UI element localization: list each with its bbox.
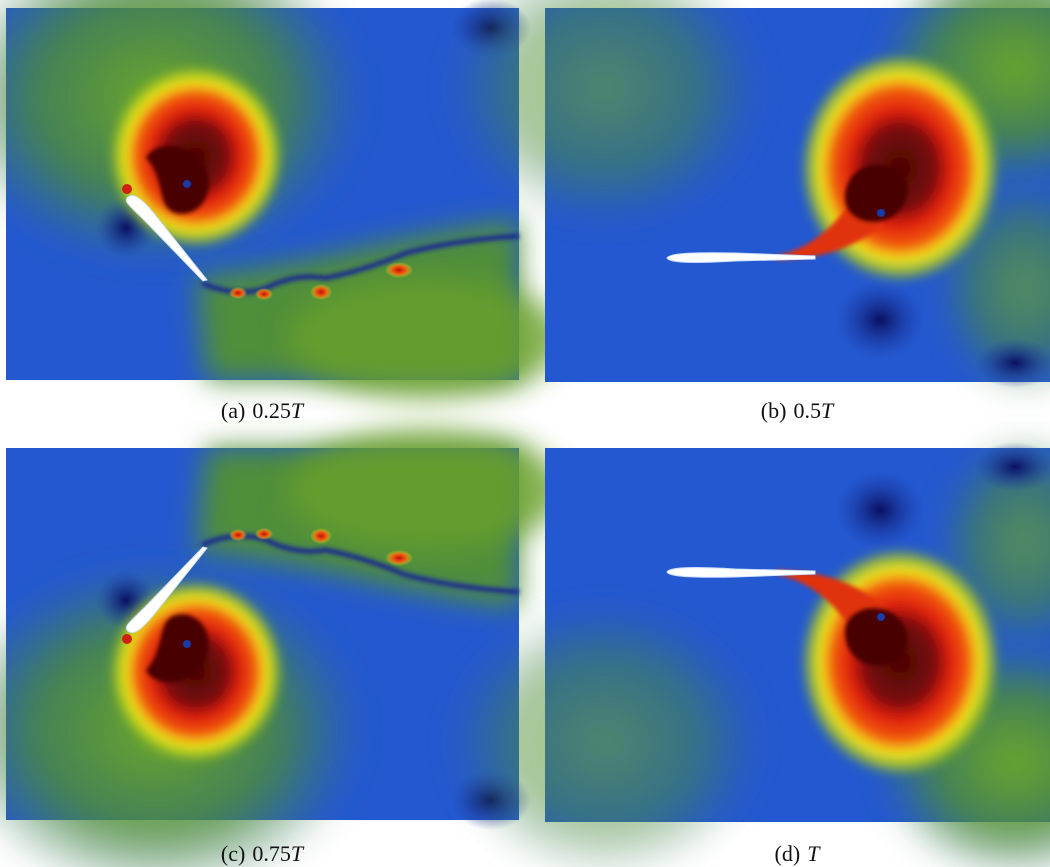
caption-time: 0.5 <box>793 398 821 423</box>
panel-caption: (b)0.5T <box>761 398 835 423</box>
page: {"panels": [ {"label": "(a)", "time": "0… <box>0 0 1050 867</box>
caption-symbol: T <box>807 841 821 866</box>
caption-symbol: T <box>291 398 305 423</box>
caption-symbol: T <box>291 841 305 866</box>
panel-caption: (a) 0.25T <box>221 398 305 423</box>
caption-time: 0.25 <box>252 398 291 423</box>
caption-label: (a) <box>221 398 245 423</box>
caption-label: (c) <box>221 841 245 866</box>
figure: (a)0.25T(b)0.5T(c)0.75T(d)T <box>0 0 1050 867</box>
caption-symbol: T <box>821 398 835 423</box>
panel-caption: (c) 0.75T <box>221 841 305 866</box>
panel-caption: (d)T <box>775 841 822 866</box>
caption-label: (b) <box>761 398 787 423</box>
caption-label: (d) <box>775 841 801 866</box>
caption-time: 0.75 <box>252 841 291 866</box>
